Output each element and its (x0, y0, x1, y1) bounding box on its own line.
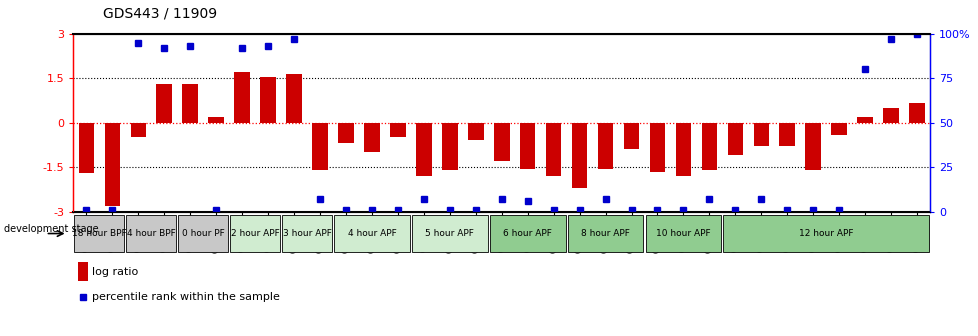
Bar (364, 123, 379, 152)
Bar (416, 123, 431, 176)
Bar (389, 123, 405, 137)
Bar (337, 123, 353, 143)
Bar (567, 215, 643, 252)
Text: 4 hour APF: 4 hour APF (347, 229, 396, 238)
Text: 10 hour APF: 10 hour APF (655, 229, 710, 238)
Bar (282, 215, 332, 252)
Bar (77, 262, 88, 281)
Bar (753, 123, 769, 146)
Text: 5 hour APF: 5 hour APF (425, 229, 473, 238)
Bar (230, 215, 280, 252)
Bar (208, 117, 224, 123)
Text: 3 hour APF: 3 hour APF (283, 229, 332, 238)
Bar (442, 123, 457, 170)
Text: 6 hour APF: 6 hour APF (503, 229, 552, 238)
Bar (723, 215, 928, 252)
Bar (178, 215, 228, 252)
Bar (645, 215, 721, 252)
Bar (467, 123, 483, 140)
Bar (234, 72, 249, 123)
Bar (909, 103, 924, 123)
Bar (546, 123, 560, 176)
Text: 8 hour APF: 8 hour APF (581, 229, 630, 238)
Bar (571, 123, 587, 188)
Bar (519, 123, 535, 169)
Bar (156, 84, 172, 123)
Bar (830, 123, 846, 134)
Bar (675, 123, 690, 176)
Text: 18 hour BPF: 18 hour BPF (72, 229, 126, 238)
Text: GDS443 / 11909: GDS443 / 11909 (103, 6, 217, 20)
Bar (74, 215, 124, 252)
Text: percentile rank within the sample: percentile rank within the sample (92, 292, 280, 302)
Bar (312, 123, 328, 170)
Bar (105, 123, 120, 206)
Bar (333, 215, 410, 252)
Bar (130, 123, 146, 137)
Bar (78, 123, 94, 173)
Text: 0 hour PF: 0 hour PF (182, 229, 224, 238)
Bar (494, 123, 509, 161)
Bar (805, 123, 821, 170)
Bar (701, 123, 717, 170)
Bar (623, 123, 639, 149)
Text: log ratio: log ratio (92, 267, 138, 277)
Bar (882, 108, 898, 123)
Text: 12 hour APF: 12 hour APF (798, 229, 853, 238)
Bar (412, 215, 487, 252)
Bar (598, 123, 613, 169)
Bar (778, 123, 794, 146)
Bar (489, 215, 565, 252)
Bar (182, 84, 198, 123)
Bar (126, 215, 176, 252)
Bar (286, 74, 301, 123)
Text: development stage: development stage (4, 224, 98, 235)
Bar (857, 117, 872, 123)
Bar (260, 77, 276, 123)
Bar (649, 123, 665, 172)
Bar (727, 123, 742, 155)
Text: 2 hour APF: 2 hour APF (231, 229, 280, 238)
Text: 4 hour BPF: 4 hour BPF (127, 229, 175, 238)
